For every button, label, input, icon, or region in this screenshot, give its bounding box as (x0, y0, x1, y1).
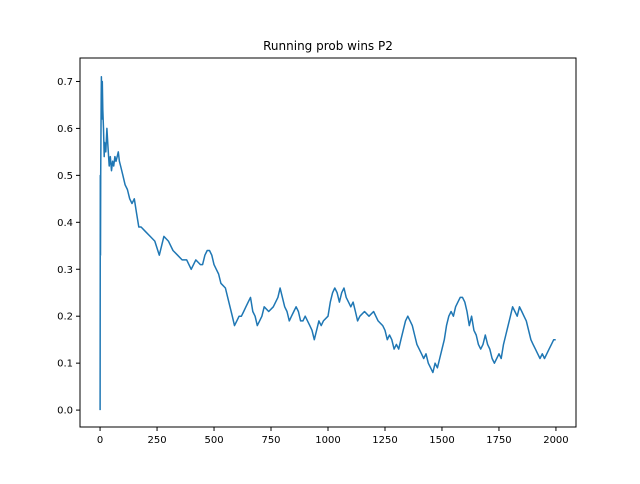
x-tick-label: 250 (147, 435, 166, 446)
y-tick-label: 0.5 (57, 171, 73, 182)
x-tick-label: 500 (204, 435, 223, 446)
plot-area (99, 76, 556, 411)
chart-title: Running prob wins P2 (263, 39, 393, 53)
x-tick-label: 1750 (486, 435, 511, 446)
x-tick-label: 0 (97, 435, 103, 446)
y-tick-label: 0.4 (57, 218, 73, 229)
y-axis: 0.0 0.1 0.2 0.3 0.4 0.5 0.6 0.7 (57, 77, 80, 417)
y-tick-label: 0.1 (57, 359, 73, 370)
y-tick-label: 0.3 (57, 265, 73, 276)
x-tick-label: 2000 (543, 435, 568, 446)
x-axis: 0 250 500 750 1000 1250 1500 1750 2000 (97, 427, 569, 446)
series-line (99, 76, 556, 411)
x-tick-label: 1250 (372, 435, 397, 446)
x-tick-label: 750 (261, 435, 280, 446)
y-tick-label: 0.2 (57, 312, 73, 323)
x-tick-label: 1500 (429, 435, 454, 446)
y-tick-label: 0.6 (57, 124, 73, 135)
x-tick-label: 1000 (315, 435, 340, 446)
y-tick-label: 0.7 (57, 77, 73, 88)
y-tick-label: 0.0 (57, 406, 73, 417)
